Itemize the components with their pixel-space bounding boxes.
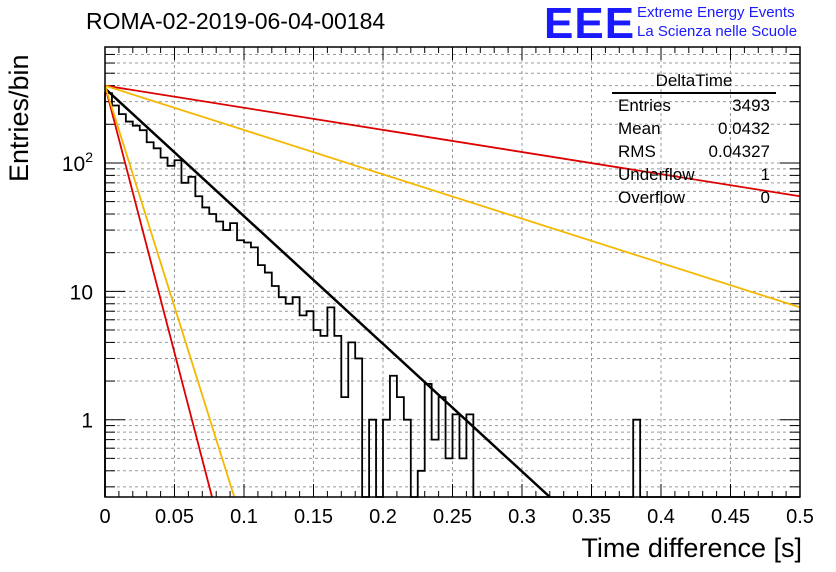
y-tick-label: 102 xyxy=(62,149,93,176)
stats-key: Overflow xyxy=(618,188,686,207)
stats-row-rms: RMS 0.04327 xyxy=(612,140,776,163)
plot-frame xyxy=(104,46,801,498)
x-tick-label: 0.4 xyxy=(647,506,675,528)
grid-lines xyxy=(105,46,800,497)
fit-line-4 xyxy=(104,85,236,498)
logo-line-2: La Scienza nelle Scuole xyxy=(637,23,798,40)
fit-line-2 xyxy=(104,84,801,309)
stats-row-mean: Mean 0.0432 xyxy=(612,117,776,140)
eee-logo: EEE xyxy=(544,0,636,48)
fit-line-3 xyxy=(104,85,213,498)
x-tick-label: 0 xyxy=(99,506,110,528)
stats-value: 0.0432 xyxy=(718,119,770,138)
y-tick-label: 1 xyxy=(81,410,93,433)
stats-key: Mean xyxy=(618,119,661,138)
x-tick-label: 0.25 xyxy=(433,506,472,528)
stats-key: Entries xyxy=(618,96,671,115)
stats-row-overflow: Overflow 0 xyxy=(612,186,776,209)
x-tick-labels: 0 0.05 0.1 0.15 0.2 0.25 0.3 0.35 0.4 0.45 0.5 xyxy=(99,506,813,528)
stats-title: DeltaTime xyxy=(612,70,776,94)
y-tick-label: 10 xyxy=(70,281,93,304)
stats-key: Underflow xyxy=(618,165,695,184)
stats-value: 0 xyxy=(760,188,770,207)
x-tick-label: 0.35 xyxy=(572,506,611,528)
x-tick-label: 0.3 xyxy=(508,506,536,528)
x-tick-label: 0.5 xyxy=(786,506,814,528)
fit-line-1 xyxy=(104,84,801,198)
stats-value: 1 xyxy=(760,165,770,184)
stats-box: DeltaTime Entries 3493 Mean 0.0432 RMS 0.04… xyxy=(612,70,776,209)
x-axis-label: Time difference [s] xyxy=(581,533,802,563)
x-tick-label: 0.2 xyxy=(369,506,397,528)
stats-row-entries: Entries 3493 xyxy=(612,94,776,117)
y-axis-label: Entries/bin xyxy=(4,54,34,182)
chart-title: ROMA-02-2019-06-04-00184 xyxy=(86,8,386,34)
axis-ticks xyxy=(104,46,801,497)
stats-key: RMS xyxy=(618,142,656,161)
logo-subtitle: Extreme Energy Events La Scienza nelle S… xyxy=(637,3,797,41)
logo-line-1: Extreme Energy Events xyxy=(637,4,795,21)
stats-value: 3493 xyxy=(732,96,770,115)
x-tick-label: 0.05 xyxy=(155,506,194,528)
fit-lines xyxy=(104,84,801,498)
stats-row-underflow: Underflow 1 xyxy=(612,163,776,186)
y-tick-labels: 1 10 102 xyxy=(62,149,93,433)
stats-value: 0.04327 xyxy=(708,142,770,161)
x-tick-label: 0.15 xyxy=(294,506,333,528)
x-tick-label: 0.45 xyxy=(711,506,750,528)
fit-line-0 xyxy=(104,87,551,498)
x-tick-label: 0.1 xyxy=(230,506,258,528)
